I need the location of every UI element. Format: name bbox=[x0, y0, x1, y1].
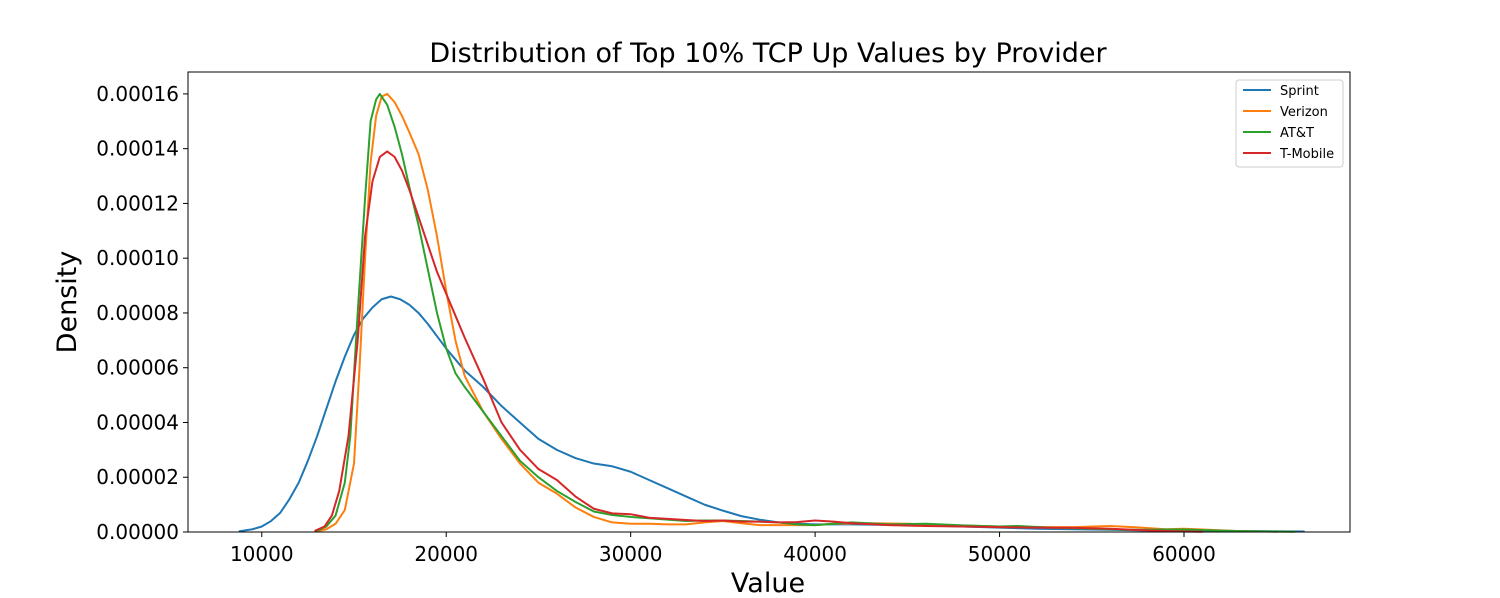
legend-label-at-t: AT&T bbox=[1280, 126, 1314, 141]
y-axis-title: Density bbox=[52, 251, 83, 354]
x-tick-label: 20000 bbox=[414, 542, 478, 566]
y-tick-label: 0.00010 bbox=[96, 246, 179, 270]
plot-frame bbox=[187, 71, 1351, 533]
series-line-verizon bbox=[316, 92, 1278, 533]
chart-title: Distribution of Top 10% TCP Up Values by… bbox=[429, 38, 1107, 69]
y-tick-label: 0.00006 bbox=[96, 356, 179, 380]
series-line-t-mobile bbox=[314, 150, 1204, 533]
y-tick-label: 0.00012 bbox=[96, 191, 179, 215]
legend-label-verizon: Verizon bbox=[1280, 105, 1328, 120]
y-tick-label: 0.00008 bbox=[96, 301, 179, 325]
legend-label-sprint: Sprint bbox=[1280, 84, 1319, 99]
y-tick-label: 0.00016 bbox=[96, 82, 179, 106]
y-tick-label: 0.00000 bbox=[96, 520, 179, 544]
y-tick-label: 0.00014 bbox=[96, 137, 179, 161]
x-tick-label: 40000 bbox=[783, 542, 847, 566]
x-tick-label: 30000 bbox=[599, 542, 663, 566]
legend-label-t-mobile: T-Mobile bbox=[1279, 147, 1334, 162]
x-tick-label: 10000 bbox=[230, 542, 294, 566]
plot-area bbox=[187, 71, 1351, 533]
x-axis: 10000 20000 30000 40000 50000 60000 bbox=[230, 532, 1216, 566]
series-line-at-t bbox=[316, 92, 1296, 533]
legend-box bbox=[1235, 79, 1344, 168]
series-line-sprint bbox=[238, 295, 1305, 533]
y-axis: 0.00000 0.00002 0.00004 0.00006 0.00008 0.000… bbox=[96, 82, 188, 544]
x-axis-title: Value bbox=[731, 568, 805, 598]
y-tick-label: 0.00004 bbox=[96, 410, 179, 434]
y-tick-label: 0.00002 bbox=[96, 465, 179, 489]
x-tick-label: 50000 bbox=[968, 542, 1032, 566]
x-tick-label: 60000 bbox=[1152, 542, 1216, 566]
series-layer bbox=[238, 92, 1305, 533]
legend: Sprint Verizon AT&T T-Mobile bbox=[1235, 79, 1344, 168]
